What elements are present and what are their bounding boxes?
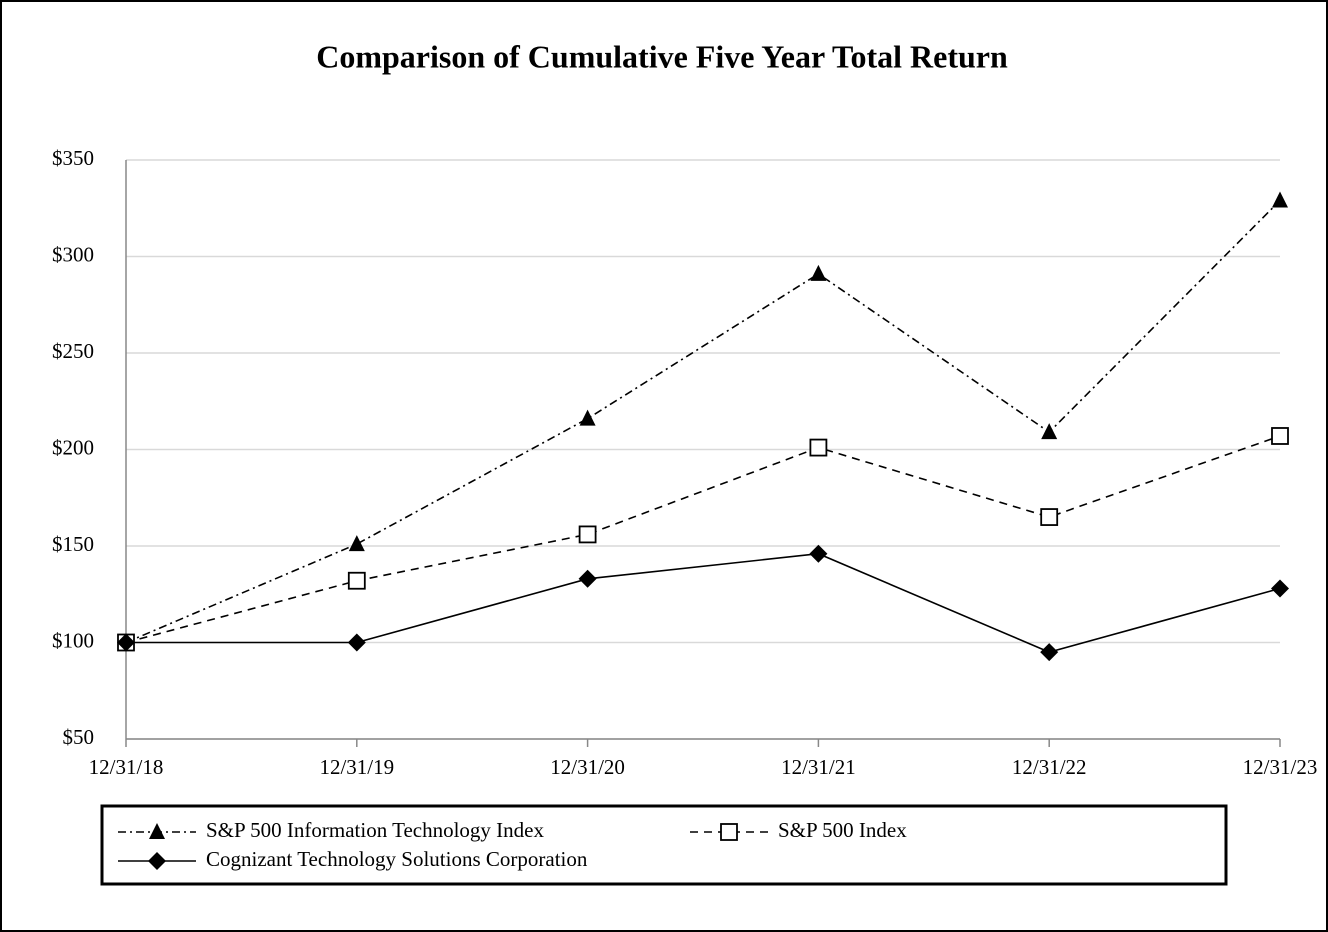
x-tick-label: 12/31/18: [89, 755, 164, 779]
data-point: [347, 633, 366, 652]
legend-marker: [149, 823, 165, 839]
series-line: [125, 199, 1281, 644]
legend-label: S&P 500 Information Technology Index: [206, 818, 544, 842]
data-point: [578, 525, 597, 544]
x-tick-label: 12/31/19: [319, 755, 394, 779]
data-point: [809, 544, 828, 563]
legend-marker: [148, 852, 166, 870]
legend: [100, 804, 1228, 886]
legend-label: S&P 500 Index: [778, 818, 907, 842]
x-tick-label: 12/31/21: [781, 755, 856, 779]
y-tick-label: $100: [52, 628, 94, 652]
x-tick-label: 12/31/22: [1012, 755, 1087, 779]
data-point: [348, 535, 365, 552]
chart-title: Comparison of Cumulative Five Year Total…: [316, 38, 1008, 74]
legend-marker: [720, 823, 738, 841]
data-point: [1271, 579, 1289, 598]
series-line: [125, 435, 1281, 644]
data-point: [1041, 423, 1058, 440]
y-tick-label: $300: [52, 242, 94, 266]
data-point: [579, 409, 596, 426]
data-point: [1271, 427, 1289, 445]
data-point: [347, 571, 366, 590]
y-tick-label: $200: [52, 435, 94, 459]
legend-label: Cognizant Technology Solutions Corporati…: [206, 847, 588, 871]
data-point: [810, 264, 827, 281]
data-point: [117, 633, 135, 652]
series-line: [126, 552, 1281, 653]
data-point: [1272, 191, 1288, 208]
y-tick-label: $350: [52, 146, 94, 170]
x-tick-label: 12/31/23: [1243, 755, 1318, 779]
x-tick-label: 12/31/20: [550, 755, 625, 779]
data-point: [1040, 643, 1059, 662]
data-point: [578, 569, 597, 588]
y-tick-label: $250: [52, 339, 94, 363]
y-tick-label: $150: [52, 532, 94, 556]
data-point: [1040, 508, 1059, 526]
y-tick-label: $50: [63, 725, 95, 749]
data-point: [809, 438, 828, 457]
